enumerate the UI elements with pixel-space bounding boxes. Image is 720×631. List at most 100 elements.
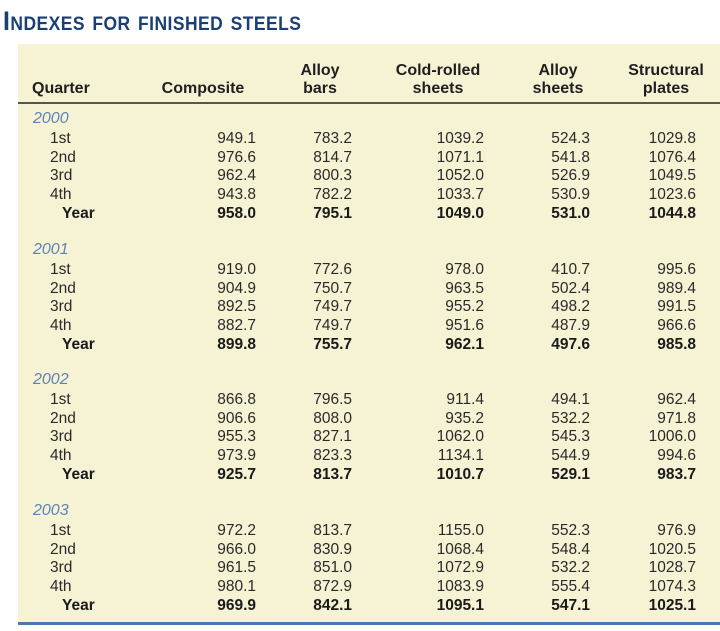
table-row: 1st 972.2 813.7 1155.0 552.3 976.9 — [18, 522, 720, 540]
value-cell: 1068.4 — [436, 540, 484, 558]
value-cell: 842.1 — [313, 596, 352, 614]
value-cell: 526.9 — [551, 167, 590, 185]
header-structural-line1: Structural — [628, 62, 704, 79]
quarter-cell: 3rd — [50, 167, 73, 185]
header-cold-rolled-line2: sheets — [412, 80, 464, 97]
value-cell: 497.6 — [551, 335, 590, 353]
header-alloy-sheets: Alloy sheets — [518, 62, 598, 98]
table-row: 4th 980.1 872.9 1083.9 555.4 1074.3 — [18, 578, 720, 596]
year-label: 2000 — [33, 110, 69, 127]
value-cell: 800.3 — [313, 167, 352, 185]
value-cell: 976.6 — [217, 148, 256, 166]
value-cell: 1039.2 — [436, 130, 484, 147]
value-cell: 973.9 — [217, 447, 256, 465]
header-alloy-sheets-line1: Alloy — [538, 62, 578, 79]
value-cell: 502.4 — [551, 279, 590, 297]
quarter-cell: 1st — [50, 522, 71, 539]
value-cell: 1020.5 — [648, 540, 696, 558]
table-row: 2nd 966.0 830.9 1068.4 548.4 1020.5 — [18, 541, 720, 559]
value-cell: 1028.7 — [648, 559, 696, 577]
value-cell: 1071.1 — [436, 148, 484, 166]
value-cell: 882.7 — [217, 317, 256, 335]
value-cell: 796.5 — [313, 391, 352, 408]
header-alloy-bars-line1: Alloy — [300, 62, 340, 79]
value-cell: 966.0 — [217, 540, 256, 558]
header-structural-plates: Structural plates — [614, 62, 718, 98]
value-cell: 813.7 — [313, 522, 352, 539]
table-row: 3rd 892.5 749.7 955.2 498.2 991.5 — [18, 298, 720, 316]
value-cell: 532.2 — [551, 409, 590, 427]
value-cell: 823.3 — [313, 447, 352, 465]
value-cell: 851.0 — [313, 559, 352, 577]
value-cell: 541.8 — [551, 148, 590, 166]
quarter-cell: 4th — [50, 317, 72, 335]
steel-index-table: Quarter Composite Alloy bars Cold-rolled… — [18, 44, 720, 622]
value-cell: 532.2 — [551, 559, 590, 577]
quarter-cell: 2nd — [50, 540, 76, 558]
value-cell: 749.7 — [313, 298, 352, 316]
page-title: Indexes for finished steels — [3, 6, 302, 36]
value-cell: 755.7 — [313, 335, 352, 353]
value-cell: 1155.0 — [437, 522, 484, 539]
value-cell: 951.6 — [445, 317, 484, 335]
value-cell: 961.5 — [217, 559, 256, 577]
header-divider — [18, 102, 720, 104]
value-cell: 531.0 — [551, 204, 590, 222]
value-cell: 548.4 — [551, 540, 590, 558]
value-cell: 1006.0 — [648, 428, 696, 446]
table-row: 2nd 904.9 750.7 963.5 502.4 989.4 — [18, 280, 720, 298]
table-row-year-total: Year 899.8 755.7 962.1 497.6 985.8 — [18, 336, 720, 354]
quarter-cell: 3rd — [50, 298, 73, 316]
table-row: 3rd 955.3 827.1 1062.0 545.3 1006.0 — [18, 428, 720, 446]
quarter-cell: 2nd — [50, 279, 76, 297]
value-cell: 1074.3 — [648, 578, 696, 596]
value-cell: 963.5 — [445, 279, 484, 297]
value-cell: 978.0 — [445, 261, 484, 278]
value-cell: 994.6 — [657, 447, 696, 465]
header-quarter-label: Quarter — [32, 80, 90, 97]
header-structural-line2: plates — [642, 80, 690, 97]
value-cell: 980.1 — [217, 578, 256, 596]
value-cell: 1029.8 — [648, 130, 696, 147]
value-cell: 772.6 — [313, 261, 352, 278]
table-row-year-total: Year 958.0 795.1 1049.0 531.0 1044.8 — [18, 205, 720, 223]
header-composite-label: Composite — [161, 80, 245, 97]
table-row: 4th 973.9 823.3 1134.1 544.9 994.6 — [18, 447, 720, 465]
value-cell: 985.8 — [657, 335, 696, 353]
value-cell: 1049.0 — [436, 204, 484, 222]
value-cell: 892.5 — [217, 298, 256, 316]
quarter-cell: 1st — [50, 130, 71, 147]
value-cell: 955.3 — [217, 428, 256, 446]
header-composite: Composite — [148, 80, 258, 98]
value-cell: 955.2 — [445, 298, 484, 316]
value-cell: 906.6 — [217, 409, 256, 427]
value-cell: 872.9 — [313, 578, 352, 596]
value-cell: 783.2 — [313, 130, 352, 147]
header-cold-rolled-sheets: Cold-rolled sheets — [378, 62, 498, 98]
value-cell: 498.2 — [551, 298, 590, 316]
value-cell: 935.2 — [445, 409, 484, 427]
quarter-cell: 4th — [50, 186, 72, 204]
value-cell: 814.7 — [313, 148, 352, 166]
value-cell: 410.7 — [551, 261, 590, 278]
value-cell: 911.4 — [446, 391, 484, 408]
table-row: 2nd 976.6 814.7 1071.1 541.8 1076.4 — [18, 149, 720, 167]
table-row: 1st 949.1 783.2 1039.2 524.3 1029.8 — [18, 130, 720, 148]
value-cell: 1010.7 — [436, 465, 484, 483]
value-cell: 808.0 — [313, 409, 352, 427]
value-cell: 971.8 — [657, 409, 696, 427]
value-cell: 1023.6 — [648, 186, 696, 204]
value-cell: 1076.4 — [648, 148, 696, 166]
value-cell: 494.1 — [551, 391, 590, 408]
quarter-cell: 4th — [50, 447, 72, 465]
header-cold-rolled-line1: Cold-rolled — [395, 62, 481, 79]
value-cell: 487.9 — [551, 317, 590, 335]
value-cell: 1044.8 — [648, 204, 696, 222]
header-alloy-sheets-line2: sheets — [532, 80, 584, 97]
value-cell: 1095.1 — [436, 596, 484, 614]
value-cell: 782.2 — [313, 186, 352, 204]
value-cell: 949.1 — [217, 130, 256, 147]
header-alloy-bars: Alloy bars — [280, 62, 360, 98]
value-cell: 1062.0 — [436, 428, 484, 446]
